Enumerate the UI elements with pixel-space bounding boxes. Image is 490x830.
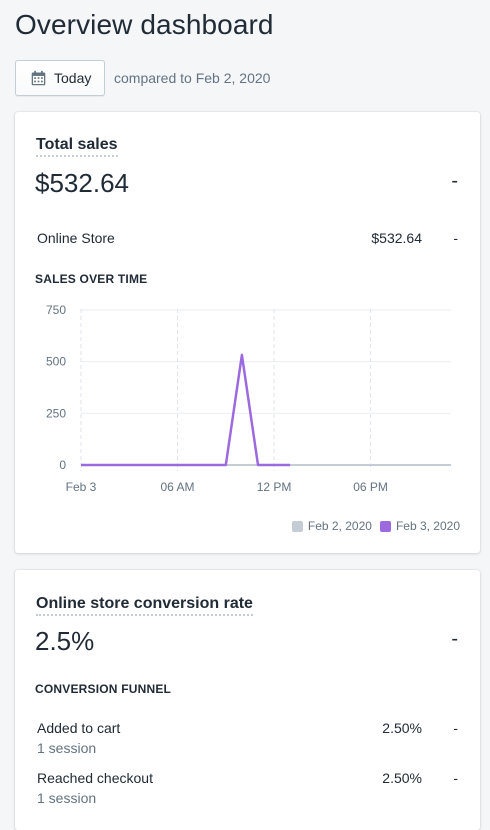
- legend-swatch-previous: [291, 520, 303, 532]
- legend-item-previous[interactable]: Feb 2, 2020: [291, 519, 372, 533]
- x-tick-label: Feb 3: [66, 480, 97, 494]
- calendar-icon: [30, 70, 47, 87]
- chart-legend: Feb 2, 2020 Feb 3, 2020: [284, 519, 460, 533]
- y-tick-label: 0: [59, 458, 66, 472]
- legend-swatch-current: [379, 520, 391, 532]
- page-title: Overview dashboard: [15, 9, 274, 40]
- conversion-rate-value: 2.5%: [35, 626, 95, 656]
- total-sales-change: -: [451, 170, 458, 192]
- funnel-step-change: -: [453, 770, 458, 786]
- total-sales-card: Total sales $532.64 - Online Store $532.…: [15, 112, 480, 553]
- channel-label: Online Store: [37, 230, 115, 246]
- funnel-step-sessions: 1 session: [37, 790, 97, 806]
- legend-label-previous: Feb 2, 2020: [307, 519, 372, 533]
- conversion-rate-change: -: [451, 628, 458, 650]
- funnel-step-change: -: [453, 720, 458, 736]
- funnel-row-added-to-cart: Added to cart 2.50% - 1 session: [37, 720, 458, 756]
- funnel-step-rate: 2.50%: [382, 770, 422, 786]
- date-range-button[interactable]: Today: [15, 60, 105, 96]
- y-tick-label: 500: [46, 355, 66, 369]
- channel-value: $532.64: [371, 230, 422, 246]
- total-sales-value: $532.64: [35, 168, 129, 198]
- compared-to-text: compared to Feb 2, 2020: [114, 70, 271, 86]
- date-range-label: Today: [54, 70, 92, 86]
- funnel-row-reached-checkout: Reached checkout 2.50% - 1 session: [37, 770, 458, 806]
- funnel-step-rate: 2.50%: [382, 720, 422, 736]
- y-tick-label: 750: [46, 303, 66, 317]
- channel-row: Online Store $532.64 -: [37, 230, 458, 250]
- sales-over-time-chart: 0 250 500 750 Feb 3 06 AM 12 PM 06 PM: [46, 303, 451, 494]
- date-range-bar: Today compared to Feb 2, 2020: [15, 60, 270, 96]
- x-tick-label: 12 PM: [257, 480, 292, 494]
- conversion-rate-heading[interactable]: Online store conversion rate: [36, 595, 253, 616]
- legend-item-current[interactable]: Feb 3, 2020: [379, 519, 460, 533]
- legend-label-current: Feb 3, 2020: [395, 519, 460, 533]
- series-line-feb-3: [81, 353, 291, 467]
- conversion-funnel-caption: CONVERSION FUNNEL: [35, 682, 172, 696]
- x-tick-label: 06 AM: [161, 480, 195, 494]
- funnel-step-label: Reached checkout: [37, 770, 153, 786]
- funnel-step-sessions: 1 session: [37, 740, 97, 756]
- total-sales-heading[interactable]: Total sales: [36, 136, 118, 157]
- conversion-rate-card: Online store conversion rate 2.5% - CONV…: [15, 570, 480, 830]
- y-tick-label: 250: [46, 406, 66, 420]
- sales-over-time-caption: SALES OVER TIME: [35, 272, 148, 286]
- funnel-step-label: Added to cart: [37, 720, 121, 736]
- channel-change: -: [453, 230, 458, 246]
- x-tick-label: 06 PM: [353, 480, 388, 494]
